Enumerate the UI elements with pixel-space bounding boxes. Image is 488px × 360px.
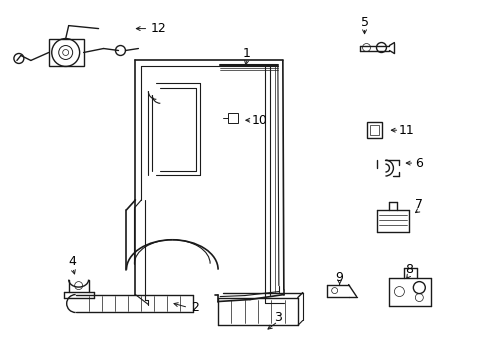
Text: 4: 4 [69, 255, 77, 268]
Text: 6: 6 [414, 157, 423, 170]
Bar [366, 122, 382, 138]
Text: 7: 7 [414, 198, 423, 211]
Text: 11: 11 [398, 124, 413, 137]
Bar [227, 113, 238, 123]
Text: 2: 2 [191, 301, 199, 314]
Text: 5: 5 [360, 16, 368, 29]
Text: 3: 3 [273, 311, 281, 324]
Bar [49, 39, 83, 67]
Bar [369, 125, 379, 135]
Text: 10: 10 [251, 114, 267, 127]
Text: 9: 9 [335, 271, 343, 284]
Text: 8: 8 [405, 263, 412, 276]
Text: 1: 1 [243, 47, 250, 60]
Text: 12: 12 [150, 22, 166, 35]
